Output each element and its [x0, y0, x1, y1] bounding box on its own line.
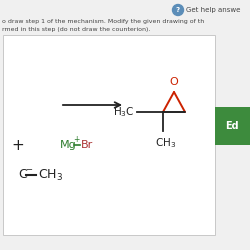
Text: CH$_3$: CH$_3$	[156, 136, 176, 150]
Text: C: C	[18, 168, 27, 181]
Bar	[3, 35, 215, 235]
Circle shape	[172, 4, 184, 16]
Text: Br: Br	[81, 140, 93, 150]
Text: Get help answe: Get help answe	[186, 7, 240, 13]
Text: Mg: Mg	[60, 140, 77, 150]
Text: O: O	[170, 77, 178, 87]
Text: ?: ?	[176, 7, 180, 13]
Bar	[0, 0, 250, 35]
Text: +: +	[73, 136, 80, 144]
Text: +: +	[12, 138, 24, 152]
Text: H$_3$C: H$_3$C	[114, 105, 135, 119]
Text: CH$_3$: CH$_3$	[38, 168, 63, 182]
Text: −: −	[25, 166, 32, 174]
Text: rmed in this step (do not draw the counterion).: rmed in this step (do not draw the count…	[2, 28, 150, 32]
Text: Ed: Ed	[225, 121, 239, 131]
Text: o draw step 1 of the mechanism. Modify the given drawing of th: o draw step 1 of the mechanism. Modify t…	[2, 20, 204, 24]
Bar	[215, 107, 250, 145]
